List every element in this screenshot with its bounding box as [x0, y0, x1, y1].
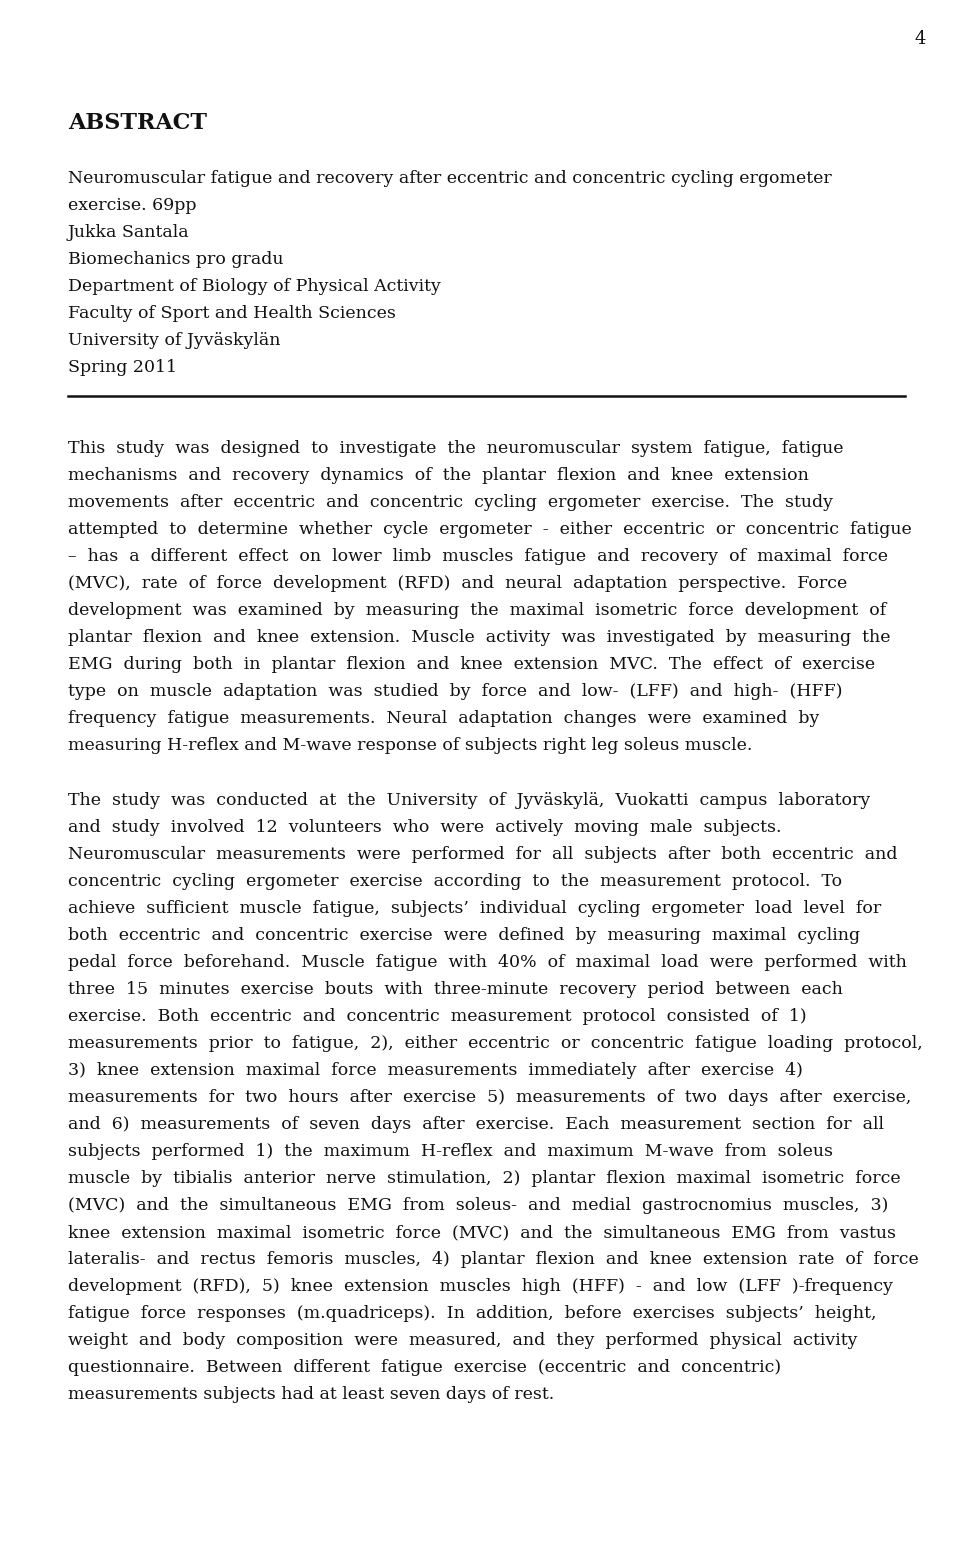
Text: This  study  was  designed  to  investigate  the  neuromuscular  system  fatigue: This study was designed to investigate t…	[68, 440, 844, 457]
Text: Department of Biology of Physical Activity: Department of Biology of Physical Activi…	[68, 278, 441, 295]
Text: measuring H-reflex and M-wave response of subjects right leg soleus muscle.: measuring H-reflex and M-wave response o…	[68, 737, 753, 754]
Text: muscle  by  tibialis  anterior  nerve  stimulation,  2)  plantar  flexion  maxim: muscle by tibialis anterior nerve stimul…	[68, 1169, 900, 1186]
Text: 3)  knee  extension  maximal  force  measurements  immediately  after  exercise : 3) knee extension maximal force measurem…	[68, 1062, 803, 1079]
Text: and  6)  measurements  of  seven  days  after  exercise.  Each  measurement  sec: and 6) measurements of seven days after …	[68, 1116, 884, 1134]
Text: mechanisms  and  recovery  dynamics  of  the  plantar  flexion  and  knee  exten: mechanisms and recovery dynamics of the …	[68, 466, 809, 484]
Text: and  study  involved  12  volunteers  who  were  actively  moving  male  subject: and study involved 12 volunteers who wer…	[68, 819, 781, 837]
Text: exercise.  Both  eccentric  and  concentric  measurement  protocol  consisted  o: exercise. Both eccentric and concentric …	[68, 1008, 806, 1025]
Text: plantar  flexion  and  knee  extension.  Muscle  activity  was  investigated  by: plantar flexion and knee extension. Musc…	[68, 630, 891, 645]
Text: Neuromuscular  measurements  were  performed  for  all  subjects  after  both  e: Neuromuscular measurements were performe…	[68, 846, 898, 863]
Text: Jukka Santala: Jukka Santala	[68, 224, 190, 241]
Text: The  study  was  conducted  at  the  University  of  Jyväskylä,  Vuokatti  campu: The study was conducted at the Universit…	[68, 791, 871, 809]
Text: subjects  performed  1)  the  maximum  H-reflex  and  maximum  M-wave  from  sol: subjects performed 1) the maximum H-refl…	[68, 1143, 833, 1160]
Text: both  eccentric  and  concentric  exercise  were  defined  by  measuring  maxima: both eccentric and concentric exercise w…	[68, 927, 860, 944]
Text: Faculty of Sport and Health Sciences: Faculty of Sport and Health Sciences	[68, 305, 396, 322]
Text: Spring 2011: Spring 2011	[68, 359, 177, 376]
Text: lateralis-  and  rectus  femoris  muscles,  4)  plantar  flexion  and  knee  ext: lateralis- and rectus femoris muscles, 4…	[68, 1252, 919, 1267]
Text: Neuromuscular fatigue and recovery after eccentric and concentric cycling ergome: Neuromuscular fatigue and recovery after…	[68, 169, 831, 187]
Text: EMG  during  both  in  plantar  flexion  and  knee  extension  MVC.  The  effect: EMG during both in plantar flexion and k…	[68, 656, 876, 673]
Text: Biomechanics pro gradu: Biomechanics pro gradu	[68, 250, 283, 267]
Text: knee  extension  maximal  isometric  force  (MVC)  and  the  simultaneous  EMG  : knee extension maximal isometric force (…	[68, 1224, 896, 1241]
Text: ABSTRACT: ABSTRACT	[68, 112, 207, 134]
Text: concentric  cycling  ergometer  exercise  according  to  the  measurement  proto: concentric cycling ergometer exercise ac…	[68, 872, 842, 889]
Text: development  (RFD),  5)  knee  extension  muscles  high  (HFF)  -  and  low  (LF: development (RFD), 5) knee extension mus…	[68, 1278, 893, 1295]
Text: (MVC),  rate  of  force  development  (RFD)  and  neural  adaptation  perspectiv: (MVC), rate of force development (RFD) a…	[68, 575, 848, 592]
Text: University of Jyväskylän: University of Jyväskylän	[68, 333, 280, 348]
Text: measurements  prior  to  fatigue,  2),  either  eccentric  or  concentric  fatig: measurements prior to fatigue, 2), eithe…	[68, 1036, 923, 1053]
Text: frequency  fatigue  measurements.  Neural  adaptation  changes  were  examined  : frequency fatigue measurements. Neural a…	[68, 711, 820, 728]
Text: movements  after  eccentric  and  concentric  cycling  ergometer  exercise.  The: movements after eccentric and concentric…	[68, 494, 833, 512]
Text: 4: 4	[914, 30, 925, 48]
Text: measurements subjects had at least seven days of rest.: measurements subjects had at least seven…	[68, 1386, 554, 1403]
Text: attempted  to  determine  whether  cycle  ergometer  -  either  eccentric  or  c: attempted to determine whether cycle erg…	[68, 521, 912, 538]
Text: exercise. 69pp: exercise. 69pp	[68, 197, 197, 215]
Text: questionnaire.  Between  different  fatigue  exercise  (eccentric  and  concentr: questionnaire. Between different fatigue…	[68, 1359, 781, 1376]
Text: pedal  force  beforehand.  Muscle  fatigue  with  40%  of  maximal  load  were  : pedal force beforehand. Muscle fatigue w…	[68, 955, 907, 970]
Text: type  on  muscle  adaptation  was  studied  by  force  and  low-  (LFF)  and  hi: type on muscle adaptation was studied by…	[68, 683, 843, 700]
Text: weight  and  body  composition  were  measured,  and  they  performed  physical : weight and body composition were measure…	[68, 1333, 857, 1350]
Text: (MVC)  and  the  simultaneous  EMG  from  soleus-  and  medial  gastrocnomius  m: (MVC) and the simultaneous EMG from sole…	[68, 1197, 888, 1214]
Text: fatigue  force  responses  (m.quadriceps).  In  addition,  before  exercises  su: fatigue force responses (m.quadriceps). …	[68, 1305, 876, 1322]
Text: three  15  minutes  exercise  bouts  with  three-minute  recovery  period  betwe: three 15 minutes exercise bouts with thr…	[68, 981, 843, 998]
Text: –  has  a  different  effect  on  lower  limb  muscles  fatigue  and  recovery  : – has a different effect on lower limb m…	[68, 547, 888, 564]
Text: measurements  for  two  hours  after  exercise  5)  measurements  of  two  days : measurements for two hours after exercis…	[68, 1088, 911, 1106]
Text: development  was  examined  by  measuring  the  maximal  isometric  force  devel: development was examined by measuring th…	[68, 602, 886, 619]
Text: achieve  sufficient  muscle  fatigue,  subjects’  individual  cycling  ergometer: achieve sufficient muscle fatigue, subje…	[68, 900, 881, 917]
